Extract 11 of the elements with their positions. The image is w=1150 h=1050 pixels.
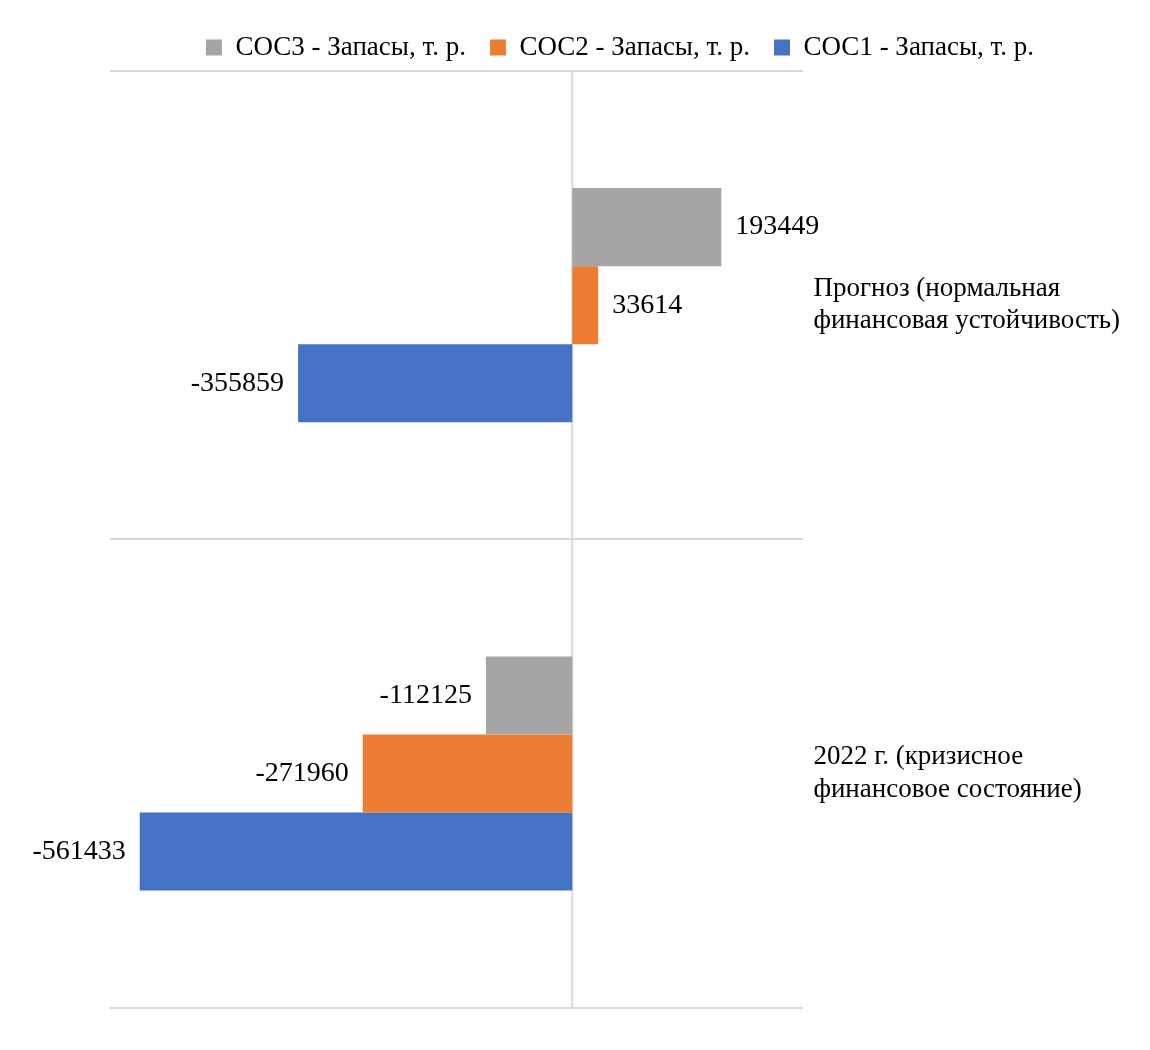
data-label: -355859 bbox=[190, 365, 285, 397]
legend-label: СОС2 - Запасы, т. р. bbox=[519, 30, 751, 61]
legend-label: СОС3 - Запасы, т. р. bbox=[235, 30, 466, 61]
data-label: -112125 bbox=[379, 677, 472, 709]
legend-label: СОС1 - Запасы, т. р. bbox=[803, 30, 1035, 61]
y-tick-label: 2022 г. (кризисное финансовое состояние) bbox=[813, 740, 1082, 803]
data-label: 33614 bbox=[612, 287, 683, 319]
data-label: -561433 bbox=[32, 833, 126, 865]
data-label: 193449 bbox=[735, 209, 820, 241]
data-label: -271960 bbox=[255, 755, 349, 787]
y-tick-label: Прогноз (нормальная финансовая устойчивость) bbox=[813, 272, 1121, 335]
